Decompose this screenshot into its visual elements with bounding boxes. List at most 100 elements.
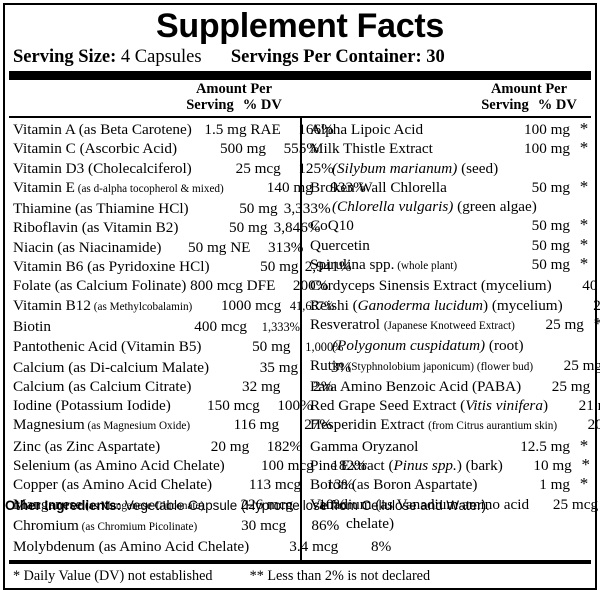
ingredient-name: Riboflavin (as Vitamin B2) bbox=[13, 218, 178, 237]
page-title: Supplement Facts bbox=[155, 7, 445, 45]
ingredient-name: Vitamin E (as d-alpha tocopherol & mixed… bbox=[13, 178, 224, 199]
ingredient-name-main: Iodine (Potassium Iodide) bbox=[13, 397, 171, 415]
ingredient-amount: 50 mg bbox=[531, 217, 570, 235]
ingredient-name: Hesperidin Extract (from Citrus aurantiu… bbox=[310, 415, 557, 436]
ingredient-daily-value: * bbox=[579, 119, 589, 138]
ingredient-daily-value: 3% bbox=[330, 358, 352, 376]
ingredient-row: Zinc (as Zinc Aspartate) 20 mg 182% bbox=[9, 437, 303, 456]
ingredient-name-detail: (Japanese Knotweed Extract) bbox=[383, 319, 515, 332]
ingredient-daily-value: 1,333% bbox=[261, 319, 300, 334]
ingredient-row: Magnesium (as Magnesium Oxide) 116 mg 27% bbox=[9, 415, 332, 436]
ingredient-name-main: Zinc (as Zinc Aspartate) bbox=[13, 437, 161, 455]
ingredient-name-main: Manganese bbox=[13, 495, 83, 513]
ingredient-row: Gamma Oryzanol 12.5 mg * bbox=[306, 437, 595, 456]
ingredient-botanical-name: Vitis vinifera bbox=[465, 397, 543, 415]
ingredient-name: Boron (as Boron Aspartate) bbox=[310, 475, 477, 494]
ingredient-name: chelate) bbox=[346, 514, 394, 533]
ingredient-amount: 30 mcg bbox=[241, 516, 287, 534]
amount-per-label-left: Amount Per bbox=[195, 81, 273, 97]
ingredient-name-main: Biotin bbox=[13, 317, 51, 335]
ingredient-name-main: Vitamin B12 bbox=[13, 296, 91, 314]
ingredient-amount: 20 mg bbox=[210, 437, 250, 455]
ingredient-amount: 25 mg bbox=[563, 356, 600, 374]
ingredient-name-main: Riboflavin (as Vitamin B2) bbox=[13, 219, 179, 237]
ingredient-name-main: Pantothenic Acid (Vitamin B5) bbox=[13, 338, 202, 356]
ingredient-name: CoQ10 bbox=[310, 216, 354, 235]
ingredient-name: Calcium (as Di-calcium Malate) bbox=[13, 358, 209, 377]
ingredient-row: Folate (as Calcium Folinate) 800 mcg DFE 2… bbox=[9, 276, 328, 295]
ingredient-row: Red Grape Seed Extract (Vitis vinifera) 2… bbox=[306, 396, 600, 415]
ingredient-row: Rutin (Styphnolobium japonicum) (flower … bbox=[306, 356, 600, 377]
ingredient-row: chelate) bbox=[306, 514, 595, 533]
ingredient-name: Niacin (as Niacinamide) bbox=[13, 238, 161, 257]
ingredient-amount: 50 mg bbox=[229, 219, 268, 237]
ingredient-amount: 25 mg bbox=[593, 296, 600, 314]
ingredient-name-detail-suffix: (flower bud) bbox=[474, 360, 534, 373]
ingredient-daily-value: 182% bbox=[331, 457, 367, 475]
ingredient-daily-value: 200% bbox=[292, 277, 329, 295]
ingredient-name-main: Calcium (as Calcium Citrate) bbox=[13, 377, 192, 395]
ingredient-name: Vitamin D3 (Cholecalciferol) bbox=[13, 159, 192, 178]
ingredient-row: Manganese (as Manganese Gluconate) 226 mc… bbox=[9, 495, 346, 516]
ingredient-amount: 50 mg NE bbox=[188, 238, 251, 256]
column-headers: Amount Per Serving % DV Amount Per Servin… bbox=[9, 80, 591, 118]
ingredient-row: Iodine (Potassium Iodide) 150 mcg 100% bbox=[9, 396, 313, 415]
ingredient-amount: 25 mcg bbox=[552, 495, 599, 513]
ingredient-amount: 1 mg bbox=[539, 476, 570, 494]
ingredient-name-main: Para Amino Benzoic Acid (PABA) bbox=[310, 377, 522, 395]
ingredient-name-detail: (Styphnolobium japonicum) bbox=[347, 360, 475, 373]
ingredient-name-main: Spirulina spp. bbox=[310, 256, 395, 274]
ingredient-name: Iodine (Potassium Iodide) bbox=[13, 396, 171, 415]
serving-size-value: 4 Capsules bbox=[120, 47, 202, 67]
ingredient-amount: 150 mcg bbox=[207, 397, 260, 415]
ingredient-daily-value: 182% bbox=[266, 437, 303, 455]
dv-label-right: % DV bbox=[537, 97, 577, 113]
ingredient-name-main: Niacin (as Niacinamide) bbox=[13, 238, 162, 256]
ingredient-row: Vitamin E (as d-alpha tocopherol & mixed… bbox=[9, 178, 366, 199]
serving-label-left: Serving bbox=[186, 97, 234, 113]
ingredient-name: Vitamin A (as Beta Carotene) bbox=[13, 120, 192, 139]
ingredient-name: Copper (as Amino Acid Chelate) bbox=[13, 475, 212, 494]
ingredient-name: Quercetin bbox=[310, 236, 370, 255]
footnote-dv-not-established: * Daily Value (DV) not established bbox=[13, 567, 213, 584]
ingredient-name: Thiamine (as Thiamine HCl) bbox=[13, 199, 189, 218]
ingredient-daily-value: 2,941% bbox=[304, 258, 352, 276]
ingredient-column-right: Alpha Lipoic Acid 100 mg * Milk Thistle Ext… bbox=[302, 118, 600, 560]
ingredient-row: Selenium (as Amino Acid Chelate) 100 mcg 1… bbox=[9, 456, 367, 475]
ingredient-amount: 35 mg bbox=[259, 358, 299, 376]
ingredient-row: Riboflavin (as Vitamin B2) 50 mg 3,846% bbox=[9, 218, 320, 237]
ingredient-daily-value: 3,846% bbox=[273, 219, 321, 237]
ingredient-botanical-name: (Silybum marianum) bbox=[332, 159, 458, 177]
ingredient-name-detail: (as Methylcobalamin) bbox=[90, 300, 193, 313]
ingredient-name: Rutin (Styphnolobium japonicum) (flower … bbox=[310, 356, 533, 377]
ingredient-daily-value: * bbox=[579, 435, 589, 455]
dv-label-left: % DV bbox=[242, 97, 282, 113]
ingredient-name-detail: (as Magnesium Oxide) bbox=[84, 420, 191, 433]
ingredient-daily-value: * bbox=[587, 315, 600, 332]
ingredient-name-suffix: ) (mycelium) bbox=[482, 296, 563, 314]
ingredient-row: CoQ10 50 mg * bbox=[306, 216, 595, 235]
ingredient-row: Para Amino Benzoic Acid (PABA) 25 mg* bbox=[306, 377, 600, 396]
ingredient-row: Vitamin C (Ascorbic Acid) 500 mg 555% bbox=[9, 139, 319, 158]
ingredient-amount: 12.5 mg bbox=[520, 437, 570, 455]
ingredient-name-main: Cordyceps Sinensis Extract (mycelium) bbox=[310, 277, 552, 295]
ingredient-name-detail: (as Chromium Picolinate) bbox=[78, 520, 198, 533]
ingredient-row: Pantothenic Acid (Vitamin B5) 50 mg 1,000% bbox=[9, 337, 343, 357]
ingredient-daily-value: 555% bbox=[283, 140, 320, 158]
ingredient-amount: 50 mg bbox=[252, 338, 291, 356]
ingredient-name-main: Rutin bbox=[310, 356, 348, 374]
ingredient-daily-value: 3,333% bbox=[283, 200, 331, 218]
ingredient-name-main: Vanadium (as Vanadium amino acid bbox=[310, 495, 530, 513]
ingredient-name: Spirulina spp. (whole plant) bbox=[310, 255, 457, 276]
ingredient-name: Molybdenum (as Amino Acid Chelate) bbox=[13, 537, 249, 556]
ingredient-amount: 800 mcg DFE bbox=[190, 277, 276, 295]
ingredient-name-main: Vitamin D3 (Cholecalciferol) bbox=[13, 159, 192, 177]
ingredient-row: Calcium (as Calcium Citrate) 32 mg 2% bbox=[9, 377, 333, 396]
ingredient-row: Calcium (as Di-calcium Malate) 35 mg 3% bbox=[9, 358, 351, 377]
ingredient-daily-value: * bbox=[579, 254, 589, 274]
ingredient-name: Folate (as Calcium Folinate) bbox=[13, 276, 186, 295]
ingredient-column-left: Vitamin A (as Beta Carotene) 1.5 mg RAE 16… bbox=[9, 118, 391, 560]
ingredient-name: Pine Extract (Pinus spp.) (bark) bbox=[310, 456, 503, 475]
ingredient-row: Thiamine (as Thiamine HCl) 50 mg 3,333% bbox=[9, 199, 331, 218]
ingredient-row: Resveratrol (Japanese Knotweed Extract) 2… bbox=[306, 315, 600, 336]
